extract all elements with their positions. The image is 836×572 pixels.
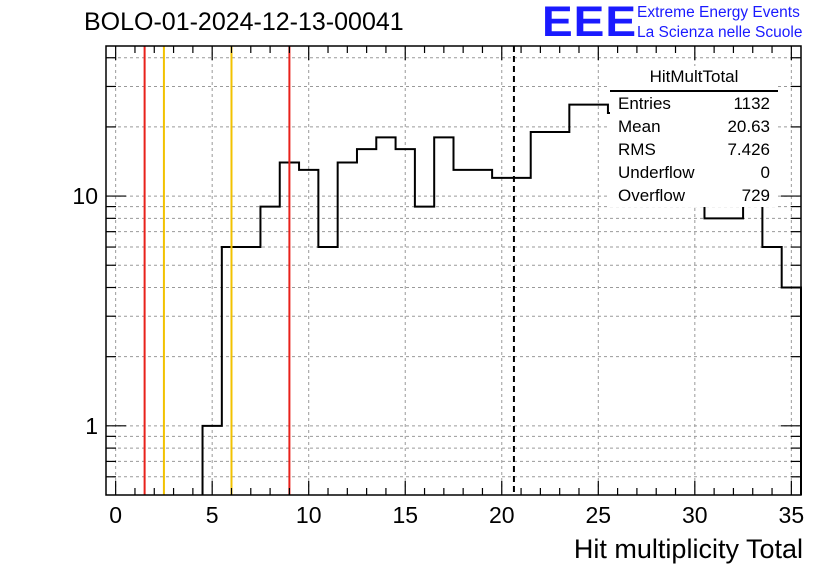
- stats-value: 729: [741, 186, 770, 205]
- logo-subtitle-line-2: La Scienza nelle Scuole: [637, 24, 803, 41]
- stats-row-mean: Mean 20.63: [610, 115, 778, 138]
- histogram-outline: [201, 103, 802, 495]
- stats-row-overflow: Overflow 729: [610, 184, 778, 207]
- x-axis-label: Hit multiplicity Total: [573, 534, 803, 564]
- plot-frame: [105, 45, 802, 496]
- x-tick-label: 15: [392, 502, 418, 528]
- statistics-box: HitMultTotal Entries 1132 Mean 20.63 RMS…: [610, 66, 778, 207]
- histogram-layer: [201, 103, 802, 495]
- stats-value: 1132: [733, 94, 770, 113]
- stats-label: Entries: [618, 94, 671, 113]
- y-tick-label: 1: [85, 413, 98, 439]
- stats-title: HitMultTotal: [610, 66, 778, 92]
- stats-row-entries: Entries 1132: [610, 92, 778, 115]
- stats-row-rms: RMS 7.426: [610, 138, 778, 161]
- y-tick-label: 10: [72, 183, 98, 209]
- x-tick-label: 10: [296, 502, 322, 528]
- x-tick-label: 30: [682, 502, 708, 528]
- x-tick-label: 0: [109, 502, 122, 528]
- logo-subtitle-line-1: Extreme Energy Events: [637, 4, 800, 21]
- stats-label: RMS: [618, 140, 656, 159]
- plot-border: [105, 45, 802, 496]
- x-tick-label: 35: [779, 502, 805, 528]
- eee-logo: EEE: [542, 0, 638, 46]
- x-tick-label: 25: [585, 502, 611, 528]
- x-tick-label: 20: [489, 502, 515, 528]
- stats-value: 7.426: [727, 140, 770, 159]
- marker-lines-layer: [143, 46, 515, 495]
- stats-label: Underflow: [618, 163, 695, 182]
- stats-label: Mean: [618, 117, 661, 136]
- stats-label: Overflow: [618, 186, 686, 205]
- plot-title: BOLO-01-2024-12-13-00041: [84, 8, 404, 36]
- stats-value: 0: [760, 163, 770, 182]
- x-tick-label: 5: [206, 502, 219, 528]
- axis-ticks: 0 5 10 15 20 25 30 35 1 10: [72, 46, 804, 528]
- stats-row-underflow: Underflow 0: [610, 161, 778, 184]
- stats-value: 20.63: [727, 117, 770, 136]
